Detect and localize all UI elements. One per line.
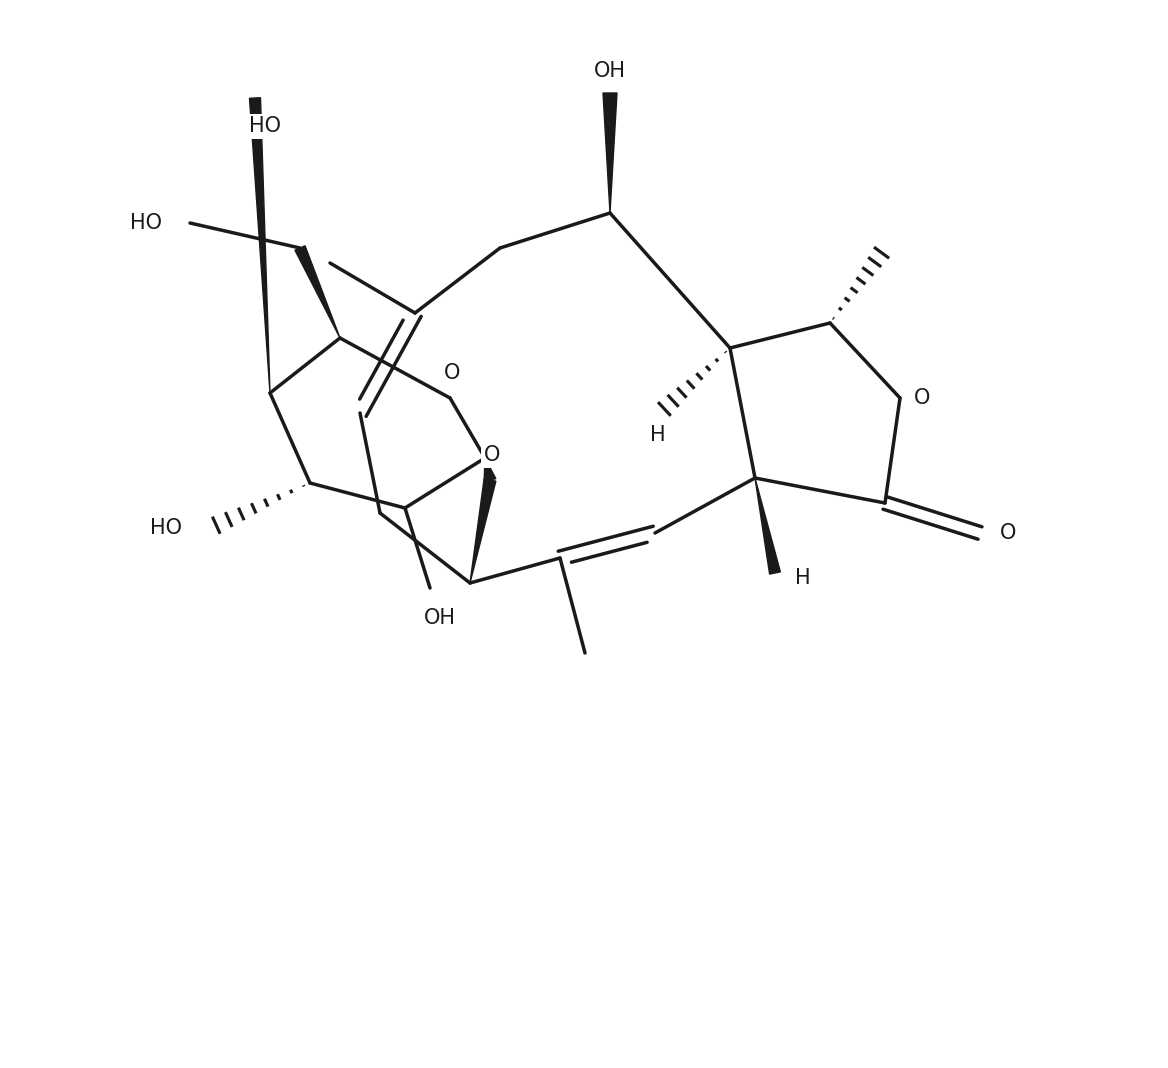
- Text: HO: HO: [150, 518, 182, 538]
- Text: O: O: [913, 388, 930, 408]
- Text: OH: OH: [595, 61, 626, 81]
- Text: O: O: [484, 445, 500, 465]
- Text: H: H: [795, 568, 811, 588]
- Text: OH: OH: [424, 608, 456, 628]
- Polygon shape: [485, 458, 496, 482]
- Text: H: H: [651, 425, 666, 445]
- Polygon shape: [250, 97, 270, 393]
- Text: HO: HO: [249, 116, 281, 136]
- Polygon shape: [603, 93, 617, 213]
- Text: HO: HO: [130, 213, 162, 233]
- Polygon shape: [296, 246, 340, 337]
- Text: O: O: [1000, 523, 1016, 543]
- Polygon shape: [755, 478, 780, 575]
- Text: O: O: [444, 363, 460, 383]
- Polygon shape: [470, 478, 496, 583]
